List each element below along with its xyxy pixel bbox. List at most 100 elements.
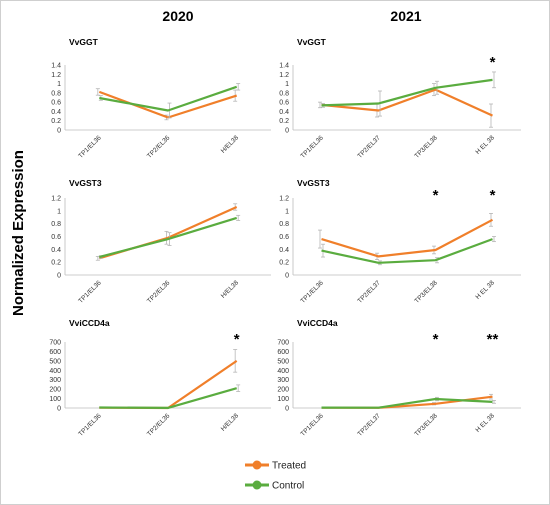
x-tick-label: TP2/EL36 bbox=[146, 134, 172, 160]
y-tick-label: 0 bbox=[57, 406, 61, 413]
x-tick-label: TP2/EL36 bbox=[146, 412, 172, 438]
y-tick-label: 0.6 bbox=[51, 100, 61, 107]
significance-marker: * bbox=[433, 187, 439, 204]
y-tick-label: 0.4 bbox=[279, 109, 289, 116]
y-tick-label: 400 bbox=[277, 368, 289, 375]
x-tick-label: TP2/EL37 bbox=[357, 279, 383, 305]
y-tick-label: 400 bbox=[49, 368, 61, 375]
y-tick-label: 1 bbox=[57, 81, 61, 88]
series-treated bbox=[318, 212, 494, 261]
column-title-2020: 2020 bbox=[162, 8, 193, 24]
y-tick-label: 1.2 bbox=[279, 72, 289, 79]
chart-vviccd4a-2021: VviCCD4a 0 100 200 300 400 500 600 700 TP1/EL36 TP… bbox=[277, 318, 521, 438]
y-tick-label: 700 bbox=[49, 340, 61, 347]
series-control bbox=[321, 236, 496, 266]
x-tick-label: H/EL38 bbox=[220, 279, 241, 300]
legend-marker bbox=[252, 460, 262, 470]
series-control bbox=[99, 384, 241, 409]
y-tick-label: 0 bbox=[57, 273, 61, 280]
series-line bbox=[321, 397, 493, 409]
series-control bbox=[321, 396, 496, 409]
y-tick-label: 200 bbox=[49, 387, 61, 394]
y-tick-label: 0.4 bbox=[279, 247, 289, 254]
y-tick-label: 500 bbox=[277, 358, 289, 365]
x-tick-label: TP1/EL36 bbox=[77, 412, 103, 438]
series-line bbox=[99, 387, 238, 409]
x-tick-label: TP2/EL37 bbox=[357, 412, 383, 438]
y-tick-label: 600 bbox=[277, 349, 289, 356]
y-tick-label: 0.6 bbox=[279, 100, 289, 107]
significance-marker: * bbox=[490, 187, 496, 204]
y-tick-label: 600 bbox=[49, 349, 61, 356]
y-tick-label: 100 bbox=[49, 396, 61, 403]
charts: VvGGT 0 0.2 0.4 0.6 0.8 1 1.2 1.4 TP1/EL36 TP2/EL3… bbox=[49, 37, 521, 438]
y-tick-label: 0.6 bbox=[279, 234, 289, 241]
x-tick-label: TP3/EL38 bbox=[414, 134, 440, 160]
x-tick-label: TP1/EL36 bbox=[300, 134, 326, 160]
legend-item-treated: Treated bbox=[245, 460, 306, 472]
series-line bbox=[321, 238, 493, 264]
significance-marker: ** bbox=[487, 331, 499, 348]
chart-vviccd4a-2020: VviCCD4a 0 100 200 300 400 500 600 700 TP1/EL36 TP… bbox=[49, 318, 271, 438]
y-tick-label: 0.4 bbox=[51, 109, 61, 116]
series-line bbox=[99, 85, 238, 112]
y-tick-label: 0.8 bbox=[279, 90, 289, 97]
x-tick-label: TP1/EL36 bbox=[300, 412, 326, 438]
y-tick-label: 0.2 bbox=[51, 260, 61, 267]
chart-title: VvGGT bbox=[69, 37, 99, 47]
y-tick-label: 1.4 bbox=[51, 63, 61, 70]
x-tick-label: TP2/EL37 bbox=[357, 134, 383, 160]
y-tick-label: 1.2 bbox=[279, 196, 289, 203]
y-tick-label: 0.8 bbox=[51, 90, 61, 97]
legend: Treated Control bbox=[245, 460, 306, 492]
series-control bbox=[321, 71, 496, 117]
y-tick-label: 0 bbox=[285, 273, 289, 280]
series-line bbox=[99, 359, 238, 410]
chart-vvgst3-2020: VvGST3 0 0.2 0.4 0.6 0.8 1 1.2 TP1/EL36 TP2/EL36 H… bbox=[51, 178, 271, 305]
y-tick-label: 0.2 bbox=[51, 118, 61, 125]
y-tick-label: 300 bbox=[49, 377, 61, 384]
chart-title: VvGGT bbox=[297, 37, 327, 47]
x-tick-label: H/EL38 bbox=[220, 134, 241, 155]
y-tick-label: 1 bbox=[57, 208, 61, 215]
significance-marker: * bbox=[234, 331, 240, 348]
x-tick-label: H EL 38 bbox=[475, 412, 497, 434]
series-line bbox=[321, 218, 494, 258]
significance-marker: * bbox=[490, 54, 496, 71]
series-line bbox=[321, 88, 493, 117]
x-tick-label: TP3/EL38 bbox=[414, 279, 440, 305]
series-line bbox=[99, 216, 238, 259]
chart-title: VviCCD4a bbox=[69, 318, 110, 328]
significance-marker: * bbox=[433, 331, 439, 348]
column-title-2021: 2021 bbox=[390, 8, 421, 24]
chart-title: VvGST3 bbox=[297, 178, 330, 188]
y-tick-label: 1.2 bbox=[51, 196, 61, 203]
legend-item-control: Control bbox=[245, 480, 304, 492]
y-tick-label: 0 bbox=[285, 406, 289, 413]
x-tick-label: TP2/EL36 bbox=[146, 279, 172, 305]
x-tick-label: TP1/EL36 bbox=[77, 134, 103, 160]
chart-title: VvGST3 bbox=[69, 178, 102, 188]
y-tick-label: 0.8 bbox=[279, 221, 289, 228]
y-tick-label: 1 bbox=[285, 208, 289, 215]
y-tick-label: 0.2 bbox=[279, 118, 289, 125]
chart-vvggt-2020: VvGGT 0 0.2 0.4 0.6 0.8 1 1.2 1.4 TP1/EL36 TP2/EL3… bbox=[51, 37, 271, 160]
y-tick-label: 100 bbox=[277, 396, 289, 403]
x-tick-label: TP3/EL38 bbox=[414, 412, 440, 438]
legend-marker bbox=[252, 480, 262, 490]
chart-vvggt-2021: VvGGT 0 0.2 0.4 0.6 0.8 1 1.2 1.4 TP1/EL36 TP2/EL3… bbox=[279, 37, 521, 160]
chart-title: VviCCD4a bbox=[297, 318, 338, 328]
y-tick-label: 0 bbox=[57, 128, 61, 135]
series-control bbox=[98, 83, 241, 119]
y-tick-label: 0.2 bbox=[279, 260, 289, 267]
y-tick-label: 700 bbox=[277, 340, 289, 347]
y-tick-label: 0 bbox=[285, 128, 289, 135]
x-tick-label: H EL 38 bbox=[475, 134, 497, 156]
y-tick-label: 300 bbox=[277, 377, 289, 384]
y-tick-label: 0.4 bbox=[51, 247, 61, 254]
legend-label: Treated bbox=[272, 461, 306, 472]
x-tick-label: TP1/EL36 bbox=[77, 279, 103, 305]
y-axis-title: Normalized Expression bbox=[10, 150, 27, 316]
series-control bbox=[98, 214, 241, 259]
